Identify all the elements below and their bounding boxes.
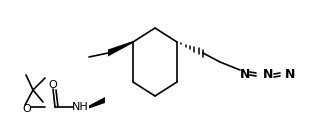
Text: NH: NH — [72, 102, 88, 112]
Text: N: N — [285, 69, 295, 81]
Text: N: N — [263, 69, 273, 81]
Text: O: O — [23, 104, 31, 114]
Text: N: N — [240, 67, 250, 81]
Text: O: O — [49, 80, 57, 90]
Polygon shape — [108, 41, 133, 56]
Polygon shape — [89, 97, 105, 108]
